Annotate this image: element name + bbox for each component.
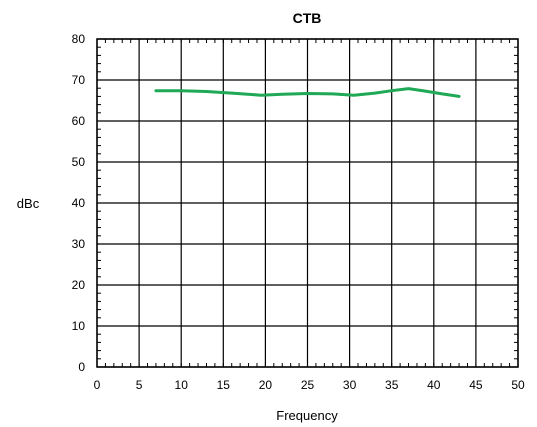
y-tick-label: 60 xyxy=(72,114,86,128)
x-tick-label: 20 xyxy=(259,378,273,392)
y-tick-label: 50 xyxy=(72,155,86,169)
x-tick-label: 45 xyxy=(469,378,483,392)
x-axis-label: Frequency xyxy=(276,408,338,423)
x-tick-label: 10 xyxy=(175,378,189,392)
x-tick-label: 35 xyxy=(385,378,399,392)
x-tick-labels: 0 5 10 15 20 25 30 35 40 45 50 xyxy=(94,378,525,392)
plot-frame xyxy=(96,38,519,368)
y-tick-label: 20 xyxy=(72,278,86,292)
y-tick-label: 80 xyxy=(72,32,86,46)
series-line xyxy=(154,87,461,98)
y-tick-label: 10 xyxy=(72,319,86,333)
x-tick-label: 25 xyxy=(301,378,315,392)
y-tick-label: 0 xyxy=(78,360,85,374)
series-layer xyxy=(154,87,461,98)
x-tick-label: 30 xyxy=(343,378,357,392)
y-tick-label: 40 xyxy=(72,196,86,210)
y-tick-label: 70 xyxy=(72,73,86,87)
x-tick-label: 15 xyxy=(217,378,231,392)
x-tick-label: 0 xyxy=(94,378,101,392)
x-tick-label: 5 xyxy=(136,378,143,392)
x-tick-label: 40 xyxy=(427,378,441,392)
y-axis-label: dBc xyxy=(17,196,40,211)
grid-lines xyxy=(96,38,519,368)
chart-title: CTB xyxy=(293,10,322,26)
y-tick-label: 30 xyxy=(72,237,86,251)
x-tick-label: 50 xyxy=(511,378,525,392)
y-tick-labels: 0 10 20 30 40 50 60 70 80 xyxy=(72,32,86,374)
